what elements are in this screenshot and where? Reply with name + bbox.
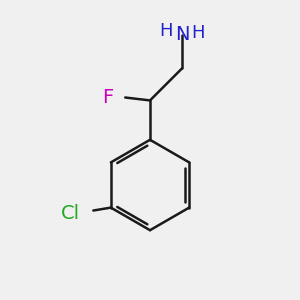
Text: F: F	[102, 88, 113, 107]
Text: N: N	[175, 25, 189, 44]
Text: Cl: Cl	[61, 204, 80, 223]
Text: H: H	[159, 22, 173, 40]
Text: H: H	[191, 24, 205, 42]
